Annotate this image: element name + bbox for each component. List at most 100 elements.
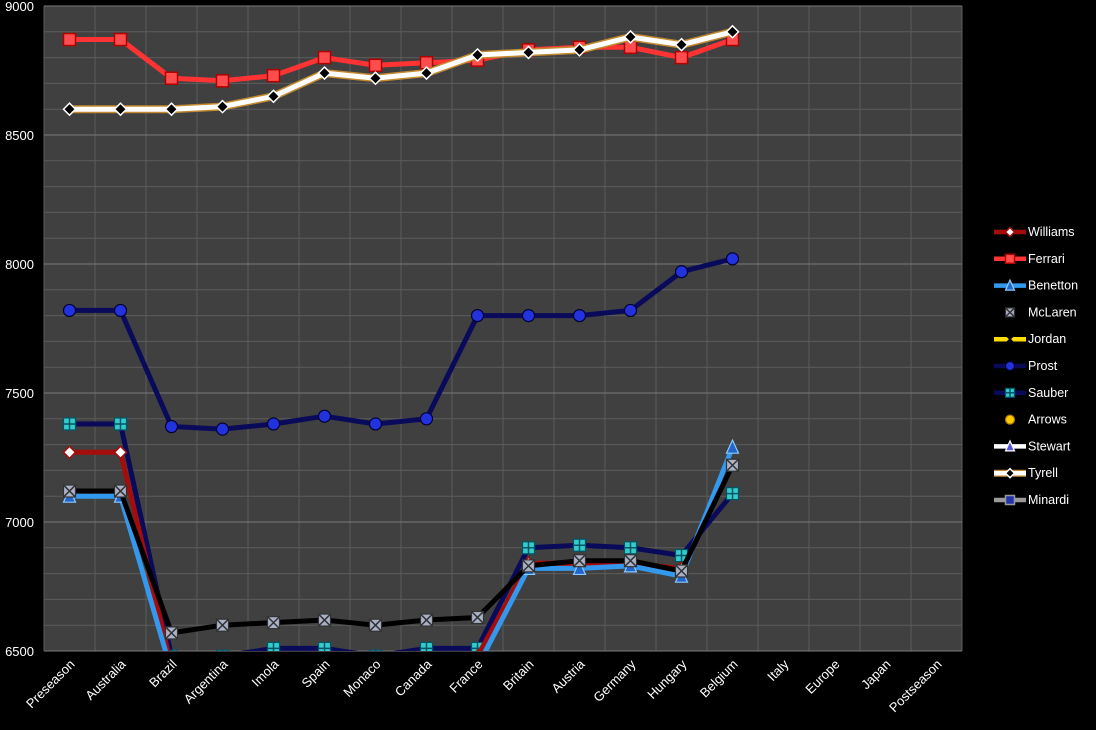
x-tick-label: Monaco [340, 657, 383, 700]
legend-item-mclaren: McLaren [1004, 305, 1077, 319]
legend-label: McLaren [1028, 305, 1077, 319]
x-axis: Preseason Australia Brazil Argentina Imola Sp… [23, 656, 945, 715]
data-point-williams [475, 649, 480, 651]
data-point-mclaren [572, 554, 587, 568]
data-point-ferrari [164, 71, 179, 85]
y-tick-label: 9000 [5, 0, 34, 14]
data-point-tyrell [368, 71, 383, 86]
legend-item-arrows: Arrows [1004, 413, 1067, 427]
data-point-tyrell [113, 102, 128, 117]
legend-item-williams: Williams [994, 225, 1075, 239]
x-tick-label: Belgium [697, 657, 741, 701]
series-line-benetton [69, 446, 735, 651]
data-point-mclaren [470, 610, 485, 625]
data-point-tyrell [623, 29, 638, 45]
legend-item-ferrari: Ferrari [994, 252, 1065, 266]
data-point-mclaren [674, 564, 689, 578]
data-point-mclaren [215, 618, 230, 632]
legend-item-prost: Prost [994, 359, 1058, 373]
data-point-prost [368, 417, 383, 431]
legend-item-minardi: Minardi [994, 493, 1069, 507]
series-line-tyrell [69, 29, 734, 112]
data-point-mclaren [521, 559, 536, 573]
data-point-sauber [317, 641, 332, 651]
data-point-prost [725, 252, 740, 266]
legend-swatch-marker [1004, 467, 1016, 479]
data-point-mclaren [266, 616, 281, 630]
series-tyrell [62, 24, 740, 117]
legend-item-tyrell: Tyrell [994, 466, 1058, 480]
legend-label: Benetton [1028, 279, 1078, 293]
legend-swatch-marker [1004, 226, 1016, 238]
legend-item-benetton: Benetton [994, 279, 1078, 293]
x-tick-label: Britain [500, 657, 537, 694]
legend-label: Williams [1028, 225, 1075, 239]
data-point-prost [266, 417, 281, 431]
data-point-tyrell [572, 42, 587, 57]
data-point-sauber [623, 541, 638, 555]
x-tick-label: France [446, 657, 485, 696]
legend: Williams Ferrari Benetton McLaren Jordan Pros… [994, 225, 1078, 507]
data-point-tyrell [317, 66, 332, 81]
series-ferrari [62, 32, 740, 88]
series-mclaren [62, 458, 740, 640]
data-point-prost [317, 409, 332, 423]
data-point-ferrari [215, 74, 230, 88]
data-point-ferrari [674, 50, 689, 65]
data-point-prost [419, 412, 434, 426]
data-point-prost [62, 303, 77, 318]
data-point-ferrari [317, 50, 332, 65]
legend-swatch-marker [1004, 278, 1016, 291]
legend-swatch-marker [1004, 307, 1016, 318]
data-point-sauber [674, 548, 689, 563]
x-tick-label: Spain [299, 657, 333, 691]
data-point-mclaren [62, 484, 77, 498]
data-point-ferrari [62, 32, 77, 47]
data-point-tyrell [215, 99, 230, 114]
data-point-prost [164, 419, 179, 434]
x-tick-label: Hungary [644, 656, 690, 702]
x-tick-label: Postseason [886, 657, 945, 716]
legend-label: Ferrari [1028, 252, 1065, 266]
series-line-prost [69, 256, 734, 432]
data-point-tyrell [419, 66, 434, 81]
data-point-mclaren [623, 554, 638, 568]
data-point-sauber [572, 538, 587, 552]
legend-swatch-marker [1004, 387, 1016, 398]
series-sauber [62, 417, 740, 651]
legend-label: Sauber [1028, 386, 1068, 400]
x-tick-label: Japan [858, 657, 894, 693]
series-line-sauber [69, 421, 735, 651]
data-point-tyrell [266, 89, 281, 104]
data-point-prost [470, 309, 485, 323]
legend-swatch-marker [1004, 494, 1016, 506]
legend-label: Jordan [1028, 332, 1066, 346]
data-point-ferrari [368, 58, 383, 73]
data-point-mclaren [164, 626, 179, 640]
x-tick-label: Germany [590, 656, 639, 705]
data-point-prost [113, 303, 128, 318]
x-tick-label: Preseason [23, 657, 78, 712]
data-point-sauber [62, 417, 77, 431]
data-point-sauber [368, 649, 383, 651]
series-line-ferrari [69, 37, 734, 84]
legend-label: Stewart [1028, 439, 1071, 453]
legend-swatch-marker [1004, 253, 1016, 265]
data-point-sauber [521, 541, 536, 555]
data-point-sauber [725, 487, 740, 501]
y-tick-label: 6500 [5, 644, 34, 659]
legend-swatch-marker [1004, 360, 1016, 372]
data-point-tyrell [725, 24, 740, 39]
data-point-mclaren [113, 484, 128, 498]
data-point-sauber [419, 641, 434, 651]
legend-item-sauber: Sauber [994, 386, 1068, 400]
data-point-prost [215, 422, 230, 436]
y-tick-label: 7500 [5, 386, 34, 401]
x-tick-label: Imola [249, 656, 283, 690]
data-point-prost [674, 265, 689, 279]
y-axis: 6500 7000 7500 8000 8500 9000 [5, 0, 34, 659]
data-point-sauber [215, 649, 230, 651]
x-tick-label: Argentina [181, 656, 232, 707]
legend-label: Tyrell [1028, 466, 1058, 480]
